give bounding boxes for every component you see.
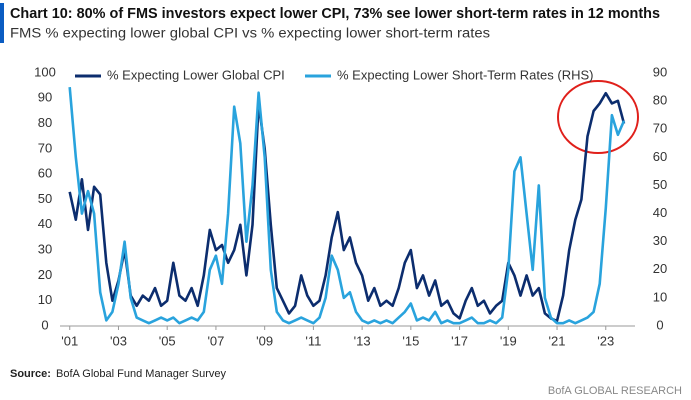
y-tick-label: 40 [38,216,52,231]
y-tick-label: 30 [38,242,52,257]
x-tick-label: '17 [451,333,468,348]
x-tick-label: '05 [159,333,176,348]
series-line [68,86,626,325]
y2-tick-label: 30 [653,233,667,248]
highlight-circle [557,80,639,154]
chart-title: Chart 10: 80% of FMS investors expect lo… [10,6,660,22]
x-tick-label: '15 [402,333,419,348]
footer: BofA GLOBAL RESEARCH [548,385,682,397]
y2-tick-label: 80 [653,93,667,108]
x-tick-label: '03 [110,333,127,348]
y2-tick-label: 90 [653,64,667,79]
x-tick-label: '19 [500,333,517,348]
source-label: Source: [10,368,51,380]
x-tick-label: '23 [597,333,614,348]
x-tick-label: '07 [207,333,224,348]
y-tick-label: 0 [41,317,48,332]
y-tick-label: 100 [34,64,56,79]
y-tick-label: 10 [38,292,52,307]
x-tick-label: '13 [354,333,371,348]
x-tick-label: '11 [305,333,321,348]
y2-tick-label: 20 [653,261,667,276]
source: BofA Global Fund Manager Survey [56,368,226,380]
title-accent [0,3,4,43]
chart-subtitle: FMS % expecting lower global CPI vs % ex… [10,26,490,41]
y-tick-label: 80 [38,115,52,130]
series-line [68,91,626,323]
x-tick-label: '21 [549,333,566,348]
legend-label: % Expecting Lower Global CPI [107,67,285,82]
x-tick-label: '09 [256,333,273,348]
y2-tick-label: 60 [653,149,667,164]
y2-tick-label: 40 [653,205,667,220]
y2-tick-label: 10 [653,289,667,304]
x-tick-label: '01 [61,333,78,348]
y-tick-label: 50 [38,191,52,206]
y2-tick-label: 50 [653,177,667,192]
y2-tick-label: 0 [656,317,663,332]
y-tick-label: 20 [38,267,52,282]
y-tick-label: 60 [38,166,52,181]
y-tick-label: 90 [38,90,52,105]
legend-label: % Expecting Lower Short-Term Rates (RHS) [337,67,593,82]
y-tick-label: 70 [38,140,52,155]
y2-tick-label: 70 [653,121,667,136]
